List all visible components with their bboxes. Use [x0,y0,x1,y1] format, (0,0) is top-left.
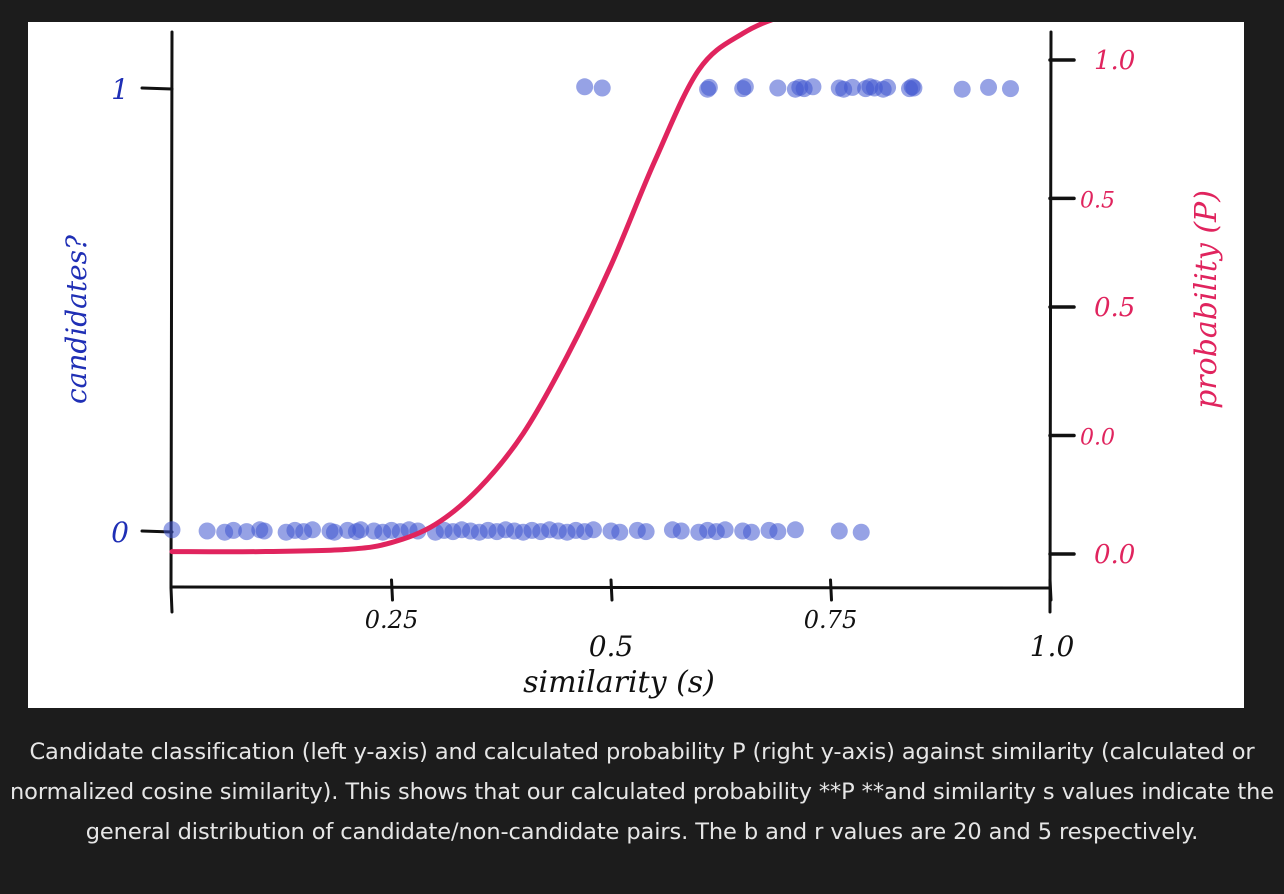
data-point [584,521,602,539]
data-point [742,523,760,541]
x-tick [1048,578,1053,602]
data-point [303,521,321,539]
data-point [786,521,804,539]
data-point [224,521,242,539]
right-y-tick-label: 1.0 [1094,46,1135,76]
chart-figure: 1 0 1.0 0.5 0.5 0.0 0.0 0.25 0.5 0.75 1.0 similarit… [28,22,1244,708]
data-point [593,79,611,97]
chart-points [163,78,1019,541]
right-y-axis-title: probability (P) [1189,190,1224,409]
data-point [980,78,998,96]
data-point [830,522,848,540]
data-point [953,80,971,98]
x-tick-label: 1.0 [1030,630,1075,663]
x-tick [390,578,394,602]
data-point [769,79,787,97]
left-y-tick [140,86,174,91]
data-point [1001,80,1019,98]
data-point [905,79,923,97]
right-y-tick-label: 0.5 [1080,188,1115,213]
right-axis-line [1048,30,1053,614]
data-point [255,522,273,540]
data-point [804,78,822,96]
data-point [700,78,718,96]
left-y-tick-label: 0 [111,516,129,549]
data-point [352,521,370,539]
data-point [852,523,870,541]
data-point [238,523,256,541]
x-axis-title: similarity (s) [523,665,715,700]
x-tick-label: 0.5 [589,630,634,663]
right-y-tick-label: 0.5 [1094,293,1135,323]
chart-labels: 1 0 1.0 0.5 0.5 0.0 0.0 0.25 0.5 0.75 1.0 similarit… [60,46,1224,700]
x-tick [609,578,614,602]
data-point [611,523,629,541]
data-point [198,522,216,540]
data-point [716,521,734,539]
data-point [576,78,594,96]
data-point [325,523,343,541]
probability-curve [169,22,774,555]
chart-svg: 1 0 1.0 0.5 0.5 0.0 0.0 0.25 0.5 0.75 1.0 similarit… [60,22,1224,700]
data-point [843,78,861,96]
data-point [879,78,897,96]
right-y-tick-label: 0.0 [1080,425,1115,450]
left-y-axis-title: candidates? [60,234,93,404]
figure-caption: Candidate classification (left y-axis) a… [10,739,1274,845]
data-point [736,78,754,96]
data-point [637,523,655,541]
x-tick-label: 0.75 [804,606,857,634]
left-y-tick-label: 1 [111,73,129,106]
data-point [163,521,181,539]
chart-axes [140,30,1076,614]
data-point [672,522,690,540]
right-y-tick-label: 0.0 [1094,540,1135,570]
chart-curve [169,22,774,555]
x-tick-label: 0.25 [365,606,418,634]
x-tick [829,578,833,602]
data-point [769,523,787,541]
